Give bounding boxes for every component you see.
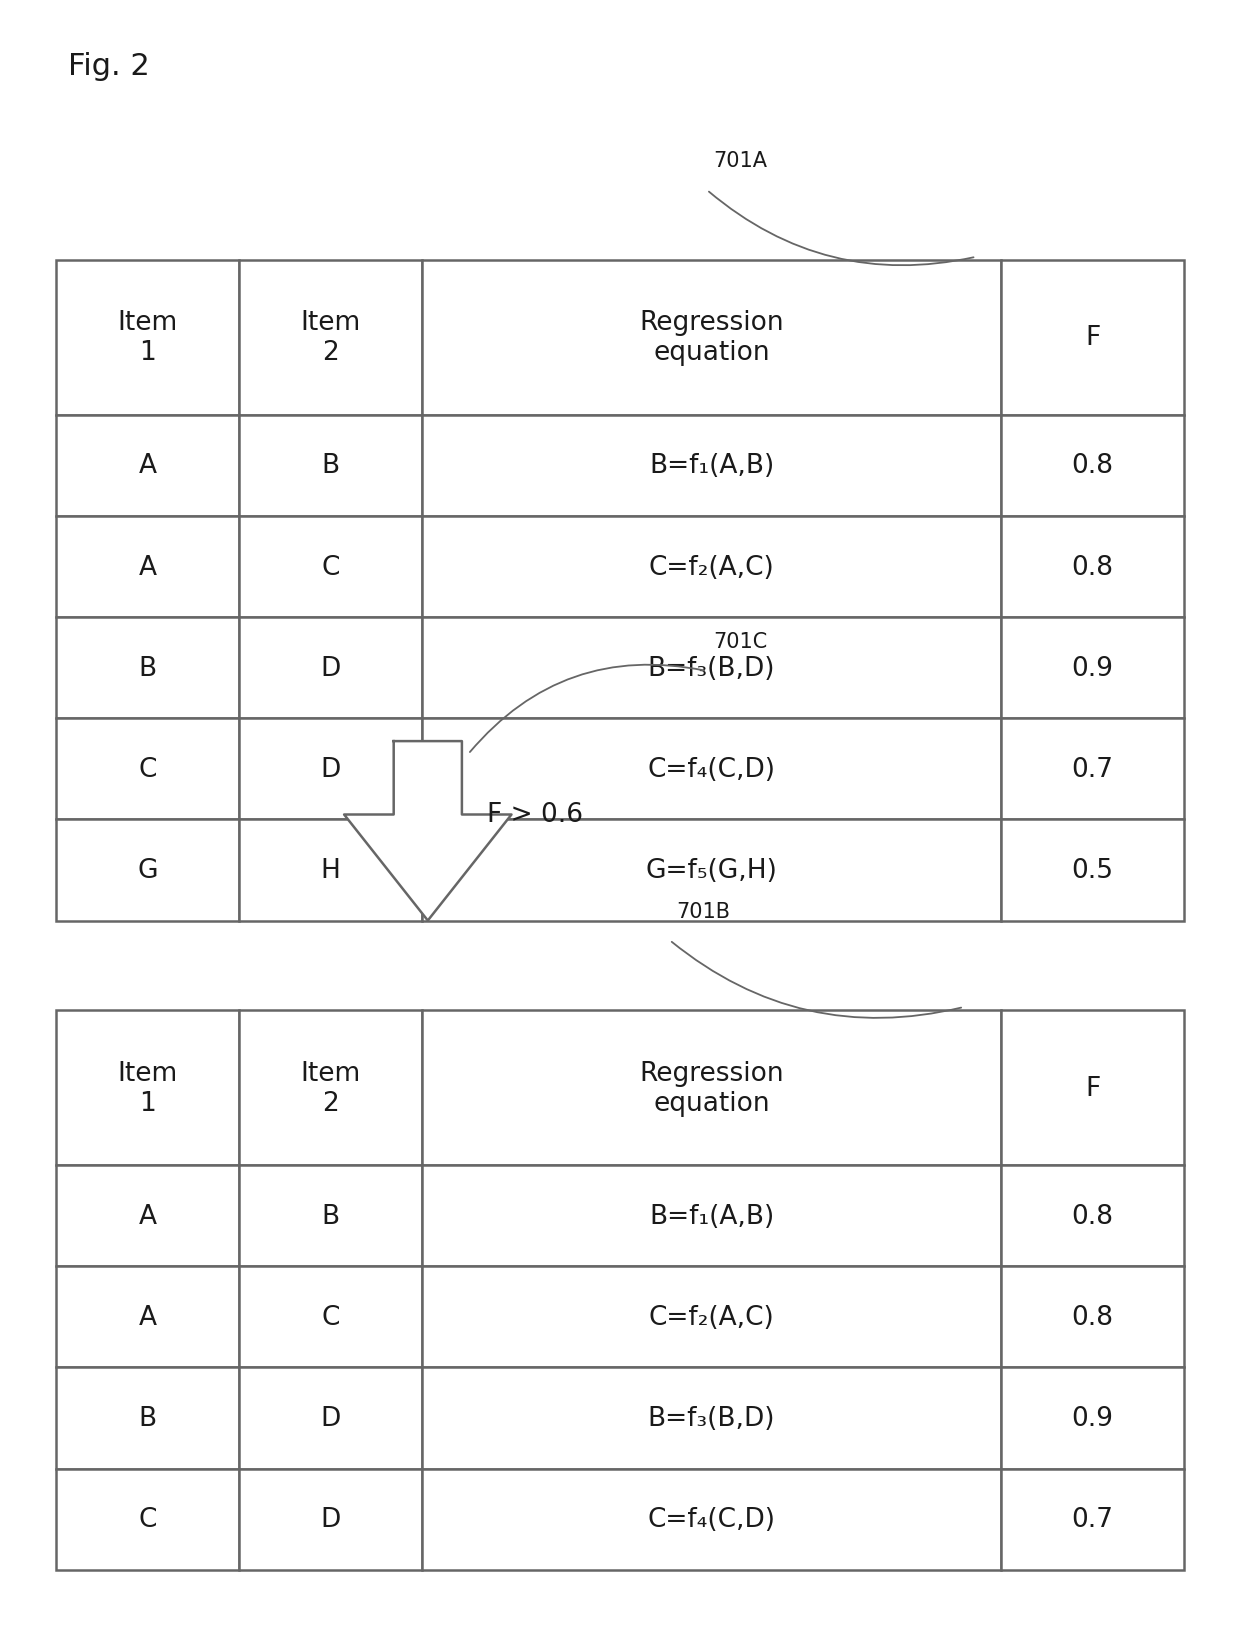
Text: C: C [321,1304,340,1330]
Text: Fig. 2: Fig. 2 [68,52,150,82]
Bar [239,1469,422,1570]
Text: C=f₂(A,C): C=f₂(A,C) [649,1304,775,1330]
Text: D: D [320,655,341,681]
Bar [422,261,1001,416]
Text: B=f₁(A,B): B=f₁(A,B) [649,453,774,479]
Bar [56,517,239,618]
Bar [56,1267,239,1368]
Bar [422,1267,1001,1368]
Polygon shape [343,742,511,921]
Bar [56,416,239,517]
Bar [1001,1267,1184,1368]
Text: A: A [139,1203,156,1229]
Bar [56,1165,239,1267]
Bar [422,719,1001,820]
Text: D: D [320,1405,341,1431]
Text: C=f₄(C,D): C=f₄(C,D) [647,1506,775,1532]
Bar [1001,416,1184,517]
Bar [239,1011,422,1165]
Text: C: C [138,756,156,782]
Text: 0.8: 0.8 [1071,1203,1114,1229]
Text: 0.9: 0.9 [1071,1405,1114,1431]
Text: 701B: 701B [676,901,730,921]
Bar [1001,618,1184,719]
Text: A: A [139,1304,156,1330]
Text: B=f₁(A,B): B=f₁(A,B) [649,1203,774,1229]
Text: C=f₄(C,D): C=f₄(C,D) [647,756,775,782]
Text: B: B [139,655,156,681]
Bar [56,719,239,820]
Text: A: A [139,453,156,479]
Bar [1001,719,1184,820]
Bar [56,1469,239,1570]
Bar [1001,1469,1184,1570]
Text: D: D [320,1506,341,1532]
Bar [422,618,1001,719]
Text: A: A [139,554,156,580]
Text: C=f₂(A,C): C=f₂(A,C) [649,554,775,580]
Text: F: F [1085,1076,1100,1100]
Text: B: B [139,1405,156,1431]
Text: 0.9: 0.9 [1071,655,1114,681]
Bar [239,261,422,416]
Text: H: H [321,857,341,883]
Bar [239,719,422,820]
Text: Item
1: Item 1 [118,1060,177,1117]
Bar [1001,1368,1184,1469]
Bar [422,1011,1001,1165]
Bar [56,1368,239,1469]
Bar [422,1368,1001,1469]
Text: B=f₃(B,D): B=f₃(B,D) [647,1405,775,1431]
Text: Item
2: Item 2 [300,1060,361,1117]
Bar [239,1267,422,1368]
Text: B=f₃(B,D): B=f₃(B,D) [647,655,775,681]
Text: 0.8: 0.8 [1071,1304,1114,1330]
Bar [56,820,239,921]
Bar [1001,261,1184,416]
Bar [422,1165,1001,1267]
Bar [56,261,239,416]
Bar [56,1011,239,1165]
Bar [422,416,1001,517]
Text: Regression
equation: Regression equation [640,1060,784,1117]
Bar [422,1469,1001,1570]
Text: B: B [321,453,340,479]
Text: 0.8: 0.8 [1071,453,1114,479]
Bar [239,517,422,618]
Text: G: G [138,857,157,883]
Text: 701A: 701A [713,152,768,171]
Text: Item
1: Item 1 [118,310,177,367]
Text: 0.8: 0.8 [1071,554,1114,580]
Text: Item
2: Item 2 [300,310,361,367]
Text: F: F [1085,326,1100,350]
Text: C: C [138,1506,156,1532]
Bar [422,820,1001,921]
Text: 0.5: 0.5 [1071,857,1114,883]
Text: F > 0.6: F > 0.6 [486,802,583,828]
Bar [239,820,422,921]
Bar [1001,1011,1184,1165]
Text: Regression
equation: Regression equation [640,310,784,367]
Bar [239,618,422,719]
Text: 0.7: 0.7 [1071,756,1114,782]
Bar [239,1165,422,1267]
Text: B: B [321,1203,340,1229]
Bar [1001,1165,1184,1267]
Bar [239,416,422,517]
Text: G=f₅(G,H): G=f₅(G,H) [646,857,777,883]
Bar [56,618,239,719]
Text: C: C [321,554,340,580]
Text: 0.7: 0.7 [1071,1506,1114,1532]
Bar [1001,820,1184,921]
Text: 701C: 701C [713,632,768,652]
Bar [239,1368,422,1469]
Text: D: D [320,756,341,782]
Bar [422,517,1001,618]
Bar [1001,517,1184,618]
